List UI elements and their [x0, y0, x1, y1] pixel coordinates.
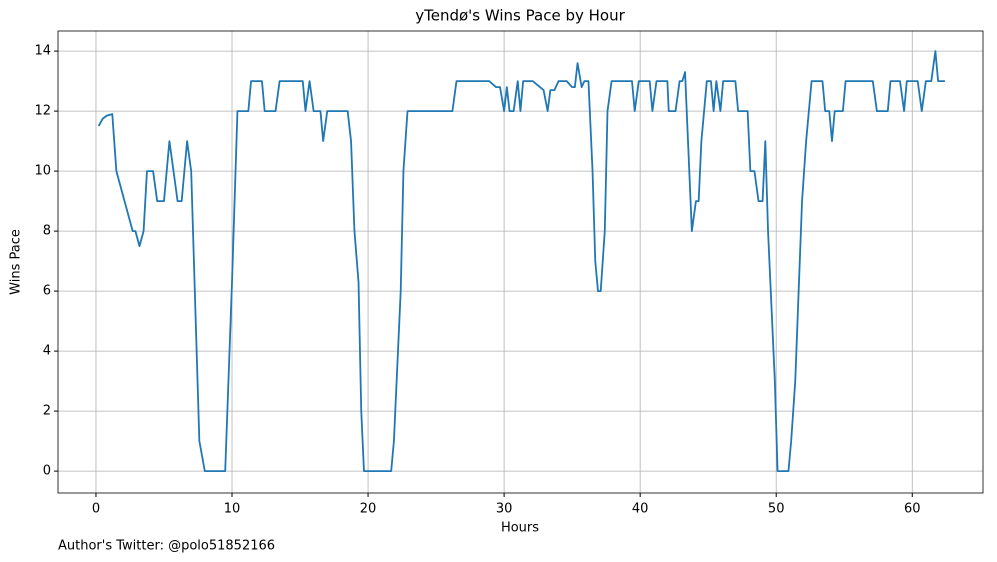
x-tick-label: 30: [496, 502, 513, 517]
x-tick-label: 0: [92, 502, 100, 517]
y-axis-label: Wins Pace: [9, 229, 24, 295]
y-tick-label: 8: [43, 224, 51, 239]
chart-title: yTendø's Wins Pace by Hour: [415, 7, 625, 25]
y-tick-label: 4: [43, 344, 51, 359]
x-tick-label: 60: [904, 502, 921, 517]
annotation: Author's Twitter: @polo51852166: [58, 539, 275, 554]
x-axis-label: Hours: [501, 521, 539, 536]
x-tick-label: 50: [768, 502, 785, 517]
y-tick-label: 10: [34, 164, 51, 179]
data-line: [97, 50, 945, 472]
y-tick-label: 0: [43, 464, 51, 479]
y-tick-label: 14: [34, 44, 51, 59]
x-tick-label: 20: [360, 502, 377, 517]
y-tick-label: 6: [43, 284, 51, 299]
x-tick-label: 10: [224, 502, 241, 517]
y-tick-label: 2: [43, 404, 51, 419]
x-tick-label: 40: [632, 502, 649, 517]
plot-frame: [57, 30, 984, 494]
y-tick-label: 12: [34, 104, 51, 119]
